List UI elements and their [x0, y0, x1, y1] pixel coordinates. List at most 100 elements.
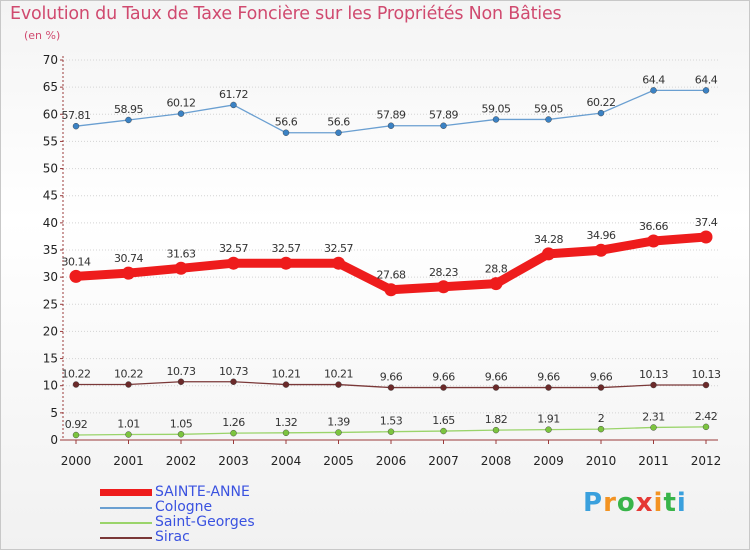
axes	[60, 56, 718, 444]
data-label-saint-georges: 2	[598, 412, 605, 425]
data-point-sirac	[492, 384, 500, 391]
series-group	[69, 87, 713, 439]
legend-label: Cologne	[155, 499, 213, 515]
data-label-cologne: 64.4	[642, 73, 665, 86]
data-point-saint-georges	[335, 429, 342, 436]
data-label-cologne: 59.05	[482, 102, 511, 115]
data-point-cologne	[72, 122, 80, 130]
y-tick-label: 55	[43, 134, 58, 148]
x-tick-label: 2008	[481, 454, 512, 468]
data-label-sainte-anne: 31.63	[167, 247, 196, 260]
data-point-sainte-anne	[279, 256, 293, 270]
data-label-saint-georges: 1.65	[432, 414, 455, 427]
data-point-saint-georges	[387, 428, 395, 435]
data-label-sirac: 10.73	[167, 365, 196, 378]
x-tick-labels: 2000 2001 2002 2003 2004 2005 2006 2007 2008 2009…	[61, 454, 722, 468]
data-point-saint-georges	[492, 426, 500, 434]
x-tick-label: 2009	[533, 454, 564, 468]
data-label-sainte-anne: 32.57	[272, 242, 301, 255]
legend-swatch	[100, 537, 152, 539]
data-label-sainte-anne: 36.66	[639, 220, 668, 233]
y-tick-label: 30	[43, 270, 58, 284]
data-point-cologne	[335, 129, 342, 136]
data-label-sirac: 9.66	[432, 371, 455, 384]
x-tick-label: 2003	[218, 454, 249, 468]
data-label-sainte-anne: 34.96	[587, 229, 616, 242]
data-label-cologne: 56.6	[327, 116, 350, 129]
data-label-sainte-anne: 32.57	[324, 242, 353, 255]
data-label-saint-georges: 1.91	[537, 413, 560, 426]
data-label-sainte-anne: 30.74	[114, 252, 143, 265]
data-point-cologne	[387, 122, 395, 129]
x-tick-label: 2004	[271, 454, 302, 468]
y-tick-label: 45	[43, 189, 58, 203]
unit-label: (en %)	[24, 29, 61, 42]
data-point-sirac	[702, 381, 710, 389]
data-point-sirac	[650, 381, 657, 389]
data-point-sirac	[440, 384, 447, 391]
data-label-cologne: 64.4	[695, 73, 718, 86]
data-label-saint-georges: 1.32	[275, 416, 298, 429]
data-point-saint-georges	[650, 424, 657, 431]
data-point-sirac	[282, 381, 290, 388]
data-label-saint-georges: 1.05	[170, 417, 193, 430]
data-label-sirac: 10.73	[219, 365, 248, 378]
data-label-sainte-anne: 27.68	[377, 269, 406, 282]
data-label-sainte-anne: 32.57	[219, 242, 248, 255]
data-point-sirac	[545, 384, 552, 391]
data-point-sirac	[72, 381, 80, 388]
y-tick-label: 60	[43, 107, 58, 121]
y-tick-label: 40	[43, 216, 58, 230]
data-point-sainte-anne	[594, 243, 608, 257]
data-label-sirac: 10.21	[324, 368, 353, 381]
data-label-saint-georges: 0.92	[65, 418, 88, 431]
data-point-sirac	[335, 381, 342, 388]
data-point-sainte-anne	[437, 280, 450, 294]
logo-letter: r	[603, 488, 617, 518]
data-label-sirac: 9.66	[590, 371, 613, 384]
logo-letter: o	[616, 488, 636, 518]
data-label-saint-georges: 1.01	[117, 418, 140, 431]
y-tick-label: 35	[43, 243, 58, 257]
x-tick-label: 2006	[376, 454, 407, 468]
data-point-sainte-anne	[699, 230, 713, 244]
data-label-saint-georges: 1.39	[327, 415, 350, 428]
data-point-sirac	[387, 384, 395, 391]
data-label-cologne: 56.6	[275, 116, 298, 129]
data-point-cologne	[177, 110, 185, 117]
data-label-sirac: 9.66	[485, 371, 508, 384]
data-label-sainte-anne: 28.8	[485, 263, 508, 276]
data-point-cologne	[125, 116, 132, 124]
y-tick-label: 70	[43, 53, 58, 67]
data-point-sainte-anne	[647, 234, 660, 248]
data-label-sirac: 10.13	[639, 368, 668, 381]
legend-label: SAINTE-ANNE	[155, 484, 250, 500]
data-label-cologne: 59.05	[534, 102, 563, 115]
data-label-cologne: 57.89	[429, 109, 458, 122]
data-label-saint-georges: 1.53	[380, 415, 403, 428]
logo-letter: i	[676, 488, 687, 518]
legend-swatch	[100, 507, 152, 509]
y-tick-label: 25	[43, 297, 58, 311]
series-line-sainte-anne	[71, 232, 711, 295]
data-point-cologne	[282, 129, 290, 136]
x-tick-label: 2010	[586, 454, 617, 468]
data-point-sainte-anne	[332, 256, 345, 270]
y-tick-label: 15	[43, 352, 58, 366]
data-point-sainte-anne	[542, 247, 555, 261]
x-tick-label: 2005	[323, 454, 354, 468]
data-label-sirac: 10.13	[692, 368, 721, 381]
data-point-sainte-anne	[174, 261, 188, 275]
data-label-sirac: 10.21	[272, 368, 301, 381]
data-point-cologne	[650, 87, 657, 94]
data-label-sainte-anne: 30.14	[62, 255, 91, 268]
legend-swatch	[100, 522, 152, 524]
data-point-sainte-anne	[227, 256, 240, 270]
data-label-saint-georges: 1.82	[485, 413, 508, 426]
data-point-cologne	[230, 101, 237, 109]
data-point-sirac	[230, 378, 237, 385]
data-point-sirac	[125, 381, 132, 388]
legend-label: Saint-Georges	[155, 514, 255, 530]
logo-letter: t	[663, 488, 677, 518]
